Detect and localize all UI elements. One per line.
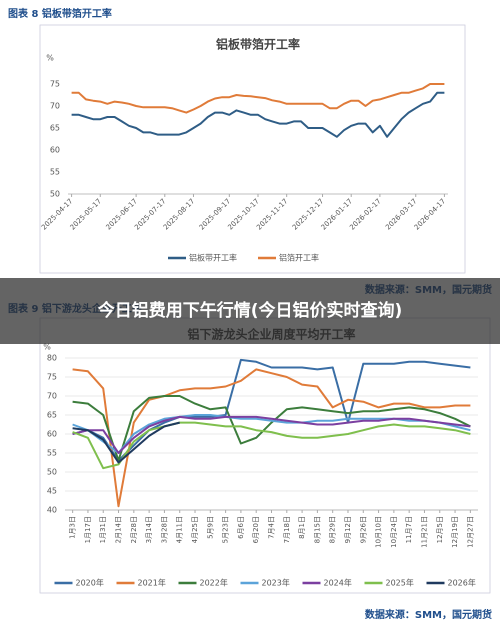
series-line: [72, 421, 180, 464]
x-tick-label: 12月5日: [436, 516, 444, 543]
y-tick-label: 65: [50, 124, 60, 133]
y-tick-label: 55: [47, 449, 57, 458]
x-tick-label: 9月26日: [359, 516, 367, 543]
x-tick-label: 10月24日: [390, 516, 398, 548]
x-tick-label: 1月31日: [99, 516, 107, 543]
y-tick-label: 80: [47, 354, 57, 363]
x-tick-label: 8月29日: [329, 516, 337, 543]
x-tick-label: 5月23日: [222, 516, 230, 543]
x-tick-label: 11月21日: [420, 516, 428, 548]
x-tick-label: 8月1日: [298, 516, 306, 539]
y-tick-label: 70: [47, 392, 57, 401]
x-tick-label: 1月17日: [84, 516, 92, 543]
legend-label: 2023年: [262, 578, 290, 588]
figure-caption: 图表 8 铝板带箔开工率: [8, 7, 112, 20]
y-tick-label: 65: [47, 411, 57, 420]
y-axis-label: %: [43, 343, 51, 352]
x-tick-label: 4月25日: [191, 516, 199, 543]
x-tick-label: 2月14日: [115, 516, 123, 543]
series-line: [72, 368, 471, 508]
legend-label: 2020年: [76, 578, 104, 588]
series-line: [72, 414, 471, 454]
y-axis-label: %: [46, 54, 54, 63]
y-tick-label: 50: [47, 468, 57, 477]
x-tick-label: 3月28日: [160, 516, 168, 543]
x-tick-label: 12月19日: [451, 516, 459, 548]
y-tick-label: 75: [47, 373, 57, 382]
x-tick-label: 9月12日: [344, 516, 352, 543]
y-tick-label: 70: [50, 102, 60, 111]
series-line: [72, 358, 471, 462]
legend-label: 2025年: [386, 578, 414, 588]
series-line: [71, 83, 445, 114]
y-tick-label: 55: [50, 168, 60, 177]
legend-label: 铝板带开工率: [189, 253, 237, 263]
x-tick-label: 10月10日: [375, 516, 383, 548]
x-tick-label: 5月9日: [206, 516, 214, 539]
x-tick-label: 11月7日: [405, 516, 413, 543]
series-line: [72, 415, 471, 454]
x-tick-label: 1月3日: [69, 516, 77, 539]
x-tick-label: 12月27日: [466, 516, 474, 548]
y-tick-label: 75: [50, 80, 60, 89]
legend-label: 铝箔开工率: [279, 253, 319, 263]
series-line: [72, 395, 471, 462]
legend-label: 2024年: [324, 578, 352, 588]
x-tick-label: 2月28日: [130, 516, 138, 543]
series-line: [71, 91, 445, 138]
legend-label: 2022年: [200, 578, 228, 588]
legend-label: 2026年: [448, 578, 476, 588]
x-tick-label: 6月20日: [252, 516, 260, 543]
overlay-banner: 今日铝费用下午行情(今日铝价实时查询): [0, 278, 500, 344]
chart-frame: [39, 317, 491, 594]
x-tick-label: 4月11日: [176, 516, 184, 543]
x-tick-label: 7月18日: [283, 516, 291, 543]
y-tick-label: 40: [47, 506, 57, 515]
x-tick-label: 7月4日: [268, 516, 276, 539]
legend-label: 2021年: [138, 578, 166, 588]
chart-title: 铝板带箔开工率: [216, 37, 300, 52]
series-line: [72, 421, 471, 470]
x-tick-label: 8月15日: [313, 516, 321, 543]
y-tick-label: 60: [50, 146, 60, 155]
y-tick-label: 45: [47, 487, 57, 496]
y-tick-label: 60: [47, 430, 57, 439]
x-tick-label: 6月6日: [237, 516, 245, 539]
source-note: 数据来源：SMM，国元期货: [365, 608, 492, 621]
x-tick-label: 3月14日: [145, 516, 153, 543]
y-tick-label: 50: [50, 190, 60, 199]
chart-frame: [39, 24, 466, 274]
